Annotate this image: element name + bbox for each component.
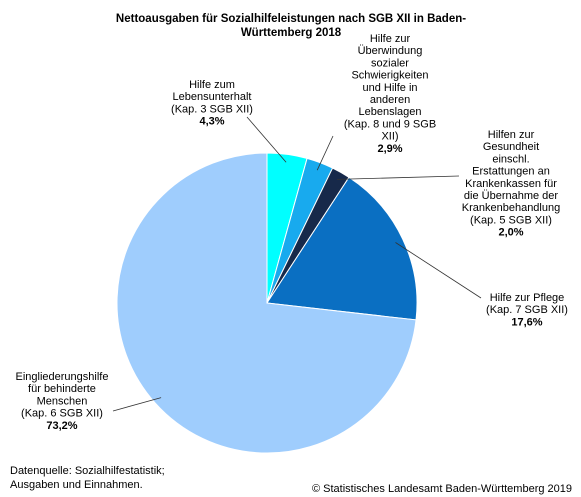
slice-value-label: 17,6%	[511, 316, 542, 328]
leader-line-3	[336, 175, 460, 180]
slice-label-line: XII)	[381, 131, 398, 143]
slice-label-line: Gesundheit	[483, 141, 539, 153]
slice-label-line: für behinderte	[28, 383, 96, 395]
slice-value-label: 2,0%	[498, 227, 523, 239]
slice-label-line: Hilfe zum	[189, 79, 235, 91]
pie-slices	[116, 152, 418, 454]
slice-label-line: Lebensunterhalt	[173, 91, 252, 103]
slice-label-line: Überwindung	[358, 45, 423, 57]
slice-label-line: Hilfe zur Pflege	[490, 292, 565, 304]
slice-label-line: Erstattungen an	[472, 166, 550, 178]
slice-label-line: sozialer	[371, 57, 409, 69]
leader-line-5	[112, 397, 162, 412]
source-note: Datenquelle: Sozialhilfestatistik;	[10, 465, 165, 477]
pie-slice-5	[116, 152, 417, 454]
leader-line-4	[395, 242, 482, 299]
slice-label-line: Krankenbehandlung	[462, 202, 560, 214]
slice-label-line: Schwierigkeiten	[351, 70, 428, 82]
slice-label-3: Hilfen zurGesundheiteinschl.Erstattungen…	[462, 129, 560, 239]
slice-label-line: Krankenkassen für	[465, 178, 557, 190]
slice-value-label: 4,3%	[199, 116, 224, 128]
chart-title: Nettoausgaben für Sozialhilfeleistungen …	[116, 13, 466, 39]
slice-label-4: Hilfe zur Pflege(Kap. 7 SGB XII)17,6%	[486, 292, 568, 328]
slice-label-line: und Hilfe in	[362, 82, 417, 94]
slice-label-line: (Kap. 7 SGB XII)	[486, 304, 568, 316]
slice-label-line: Lebenslagen	[358, 106, 421, 118]
footer: Datenquelle: Sozialhilfestatistik; Ausgab…	[10, 465, 572, 495]
slice-label-line: Eingliederungshilfe	[16, 371, 109, 383]
slice-label-line: anderen	[370, 94, 410, 106]
leader-line-1	[246, 116, 287, 163]
copyright-note: © Statistisches Landesamt Baden-Württemb…	[312, 483, 572, 495]
slice-label-line: die Übernahme der	[464, 190, 559, 202]
slice-label-line: (Kap. 3 SGB XII)	[171, 103, 253, 115]
slice-label-line: (Kap. 8 und 9 SGB	[344, 118, 436, 130]
chart-title-line: Württemberg 2018	[241, 27, 342, 39]
slice-value-label: 2,9%	[377, 143, 402, 155]
slice-label-line: einschl.	[492, 153, 529, 165]
leader-lines	[112, 116, 482, 412]
slice-label-2: Hilfe zurÜberwindungsozialerSchwierigkei…	[344, 33, 436, 155]
slice-label-line: (Kap. 5 SGB XII)	[470, 214, 552, 226]
pie-slice-4	[266, 176, 418, 321]
source-note: Ausgaben und Einnahmen.	[10, 479, 143, 491]
slice-label-line: Hilfe zur	[370, 33, 411, 45]
slice-label-line: (Kap. 6 SGB XII)	[21, 408, 103, 420]
slice-label-line: Menschen	[37, 395, 88, 407]
slice-label-line: Hilfen zur	[488, 129, 535, 141]
leader-line-2	[316, 135, 334, 171]
slice-value-label: 73,2%	[46, 420, 77, 432]
chart-title-line: Nettoausgaben für Sozialhilfeleistungen …	[116, 13, 466, 25]
